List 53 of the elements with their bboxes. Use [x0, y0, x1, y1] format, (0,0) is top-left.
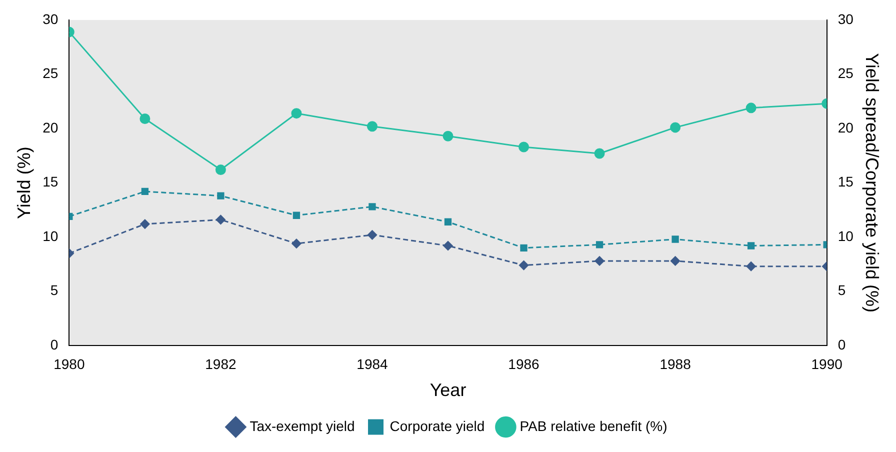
x-tick-label: 1980 — [54, 356, 85, 372]
point — [520, 244, 528, 252]
y-tick-label: 20 — [42, 119, 58, 136]
point — [444, 218, 452, 226]
point — [672, 236, 679, 243]
point — [215, 164, 226, 176]
x-tick-label: 1982 — [205, 356, 236, 372]
y-tick-label: 0 — [50, 336, 58, 352]
point — [140, 219, 150, 229]
y2-tick-label: 25 — [838, 65, 854, 82]
point — [518, 142, 530, 152]
y2-tick-label: 30 — [838, 10, 854, 27]
point — [368, 203, 376, 210]
point — [292, 212, 300, 219]
x-tick-label: 1984 — [356, 356, 388, 372]
point — [217, 192, 224, 200]
point — [443, 241, 453, 250]
point — [670, 122, 681, 133]
y2-tick-label: 5 — [838, 282, 846, 298]
y2-tick-label: 15 — [838, 174, 854, 190]
point — [442, 130, 454, 142]
y-tick-label: 30 — [42, 10, 58, 27]
y-axis-title: Yield (%) — [14, 146, 34, 219]
y2-tick-label: 10 — [838, 228, 854, 244]
x-tick-label: 1986 — [508, 356, 540, 372]
y-tick-label: 5 — [50, 282, 58, 298]
point — [216, 214, 226, 224]
legend-label: Tax-exempt yield — [250, 418, 355, 434]
point — [366, 121, 378, 132]
point — [519, 260, 529, 270]
legend-label: Corporate yield — [390, 418, 485, 434]
y2-tick-label: 0 — [838, 336, 846, 352]
y-tick-label: 10 — [42, 228, 58, 244]
x-tick-label: 1990 — [811, 356, 843, 372]
y2-axis-title: Yield spread/Corporate yield (%) — [862, 53, 882, 313]
y2-tick-label: 20 — [838, 119, 854, 136]
point — [140, 114, 150, 124]
point — [292, 238, 302, 248]
point — [141, 188, 149, 196]
point — [594, 148, 605, 159]
y-tick-label: 15 — [42, 174, 58, 190]
point — [670, 256, 680, 266]
point — [596, 241, 604, 248]
point — [367, 230, 377, 240]
point — [746, 102, 756, 114]
x-tick-label: 1988 — [660, 356, 692, 372]
point — [594, 256, 604, 266]
point — [747, 242, 755, 250]
y-tick-label: 25 — [42, 65, 58, 82]
x-axis-title: Year — [430, 380, 466, 400]
point — [291, 108, 302, 119]
legend-label: PAB relative benefit (%) — [520, 418, 668, 434]
point — [746, 262, 756, 272]
